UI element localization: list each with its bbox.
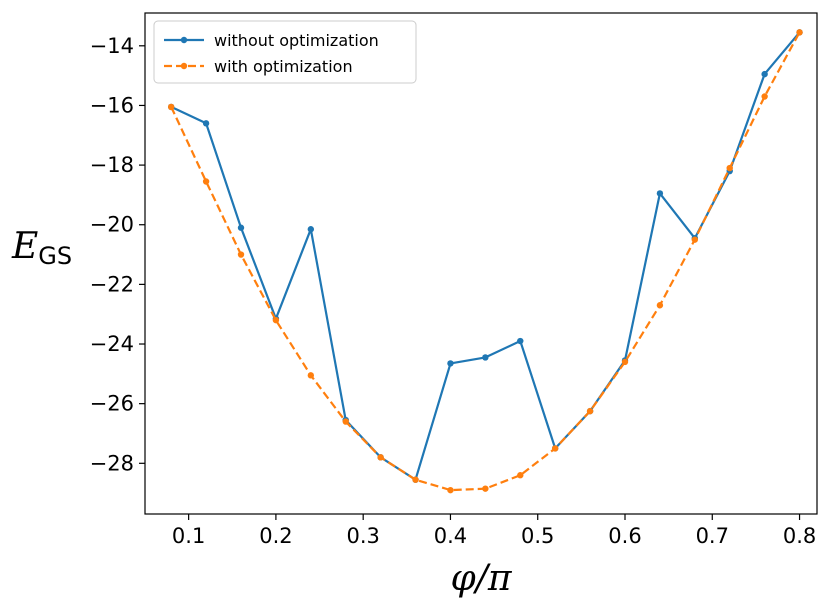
point-with-optimization-4 — [307, 372, 315, 379]
legend-box — [153, 20, 417, 84]
point-with-optimization-0 — [167, 103, 175, 111]
point-with-optimization-14 — [656, 302, 664, 309]
point-without-optimization-2 — [237, 224, 245, 231]
point-with-optimization-7 — [412, 476, 419, 483]
legend-marker-without-optimization — [180, 36, 188, 44]
series-layer — [167, 29, 803, 494]
y-tick-label--24: −24 — [90, 332, 134, 356]
point-without-optimization-9 — [482, 354, 489, 361]
x-tick-label-0.2: 0.2 — [259, 524, 292, 548]
point-with-optimization-15 — [691, 236, 699, 243]
y-tick-label--20: −20 — [90, 213, 134, 237]
point-with-optimization-12 — [586, 407, 594, 415]
point-with-optimization-10 — [517, 472, 524, 479]
y-tick-label--22: −22 — [90, 272, 134, 296]
point-without-optimization-17 — [761, 70, 768, 78]
point-with-optimization-17 — [761, 93, 768, 100]
y-tick-label--26: −26 — [90, 392, 134, 416]
point-with-optimization-18 — [796, 29, 803, 36]
x-axis-title: φ/π — [451, 558, 513, 599]
y-axis-title-main: E — [11, 226, 38, 267]
point-with-optimization-8 — [447, 486, 454, 494]
legend-label-without-optimization: without optimization — [214, 31, 379, 50]
y-tick-label--28: −28 — [90, 451, 134, 475]
x-tick-label-0.3: 0.3 — [346, 524, 379, 548]
y-axis-title-subscript: GS — [38, 242, 72, 270]
y-axis-title: EGS — [11, 226, 72, 270]
x-tick-label-0.8: 0.8 — [783, 524, 816, 548]
point-with-optimization-3 — [272, 316, 280, 324]
x-tick-label-0.1: 0.1 — [172, 524, 205, 548]
point-without-optimization-8 — [447, 360, 454, 367]
plot-area — [145, 13, 817, 514]
point-with-optimization-11 — [551, 445, 559, 452]
point-without-optimization-4 — [307, 226, 315, 233]
point-with-optimization-1 — [202, 178, 210, 185]
x-tick-label-0.6: 0.6 — [608, 524, 641, 548]
y-tick-label--14: −14 — [90, 34, 134, 58]
point-with-optimization-5 — [342, 418, 349, 425]
point-without-optimization-14 — [656, 190, 664, 197]
point-without-optimization-1 — [202, 120, 210, 127]
point-without-optimization-10 — [517, 337, 524, 345]
point-with-optimization-2 — [237, 251, 245, 258]
point-with-optimization-9 — [482, 485, 489, 492]
x-tick-label-0.4: 0.4 — [434, 524, 467, 548]
ticks-layer: 0.1 0.2 0.3 0.4 0.5 0.6 0.7 0.8 −28 −26 −24 −22 −20 −… — [90, 34, 817, 548]
point-with-optimization-6 — [377, 454, 384, 461]
legend: without optimization with optimization — [153, 20, 417, 84]
y-tick-label--18: −18 — [90, 153, 134, 177]
x-tick-label-0.5: 0.5 — [521, 524, 554, 548]
y-tick-label--16: −16 — [90, 93, 134, 117]
legend-marker-with-optimization — [180, 62, 188, 70]
plot-frame — [144, 12, 818, 515]
x-tick-label-0.7: 0.7 — [696, 524, 729, 548]
legend-label-with-optimization: with optimization — [214, 57, 353, 76]
point-with-optimization-16 — [726, 164, 733, 172]
point-with-optimization-13 — [621, 358, 629, 366]
